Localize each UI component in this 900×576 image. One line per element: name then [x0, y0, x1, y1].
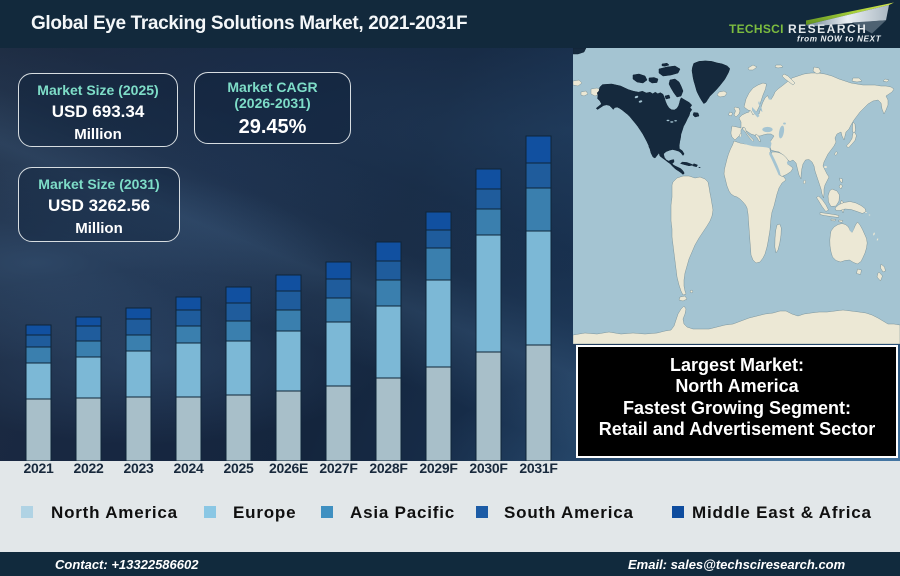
- svg-text:TECHSCI: TECHSCI: [729, 22, 784, 36]
- svg-text:RESEARCH: RESEARCH: [788, 22, 867, 36]
- svg-text:from NOW to NEXT: from NOW to NEXT: [797, 35, 882, 44]
